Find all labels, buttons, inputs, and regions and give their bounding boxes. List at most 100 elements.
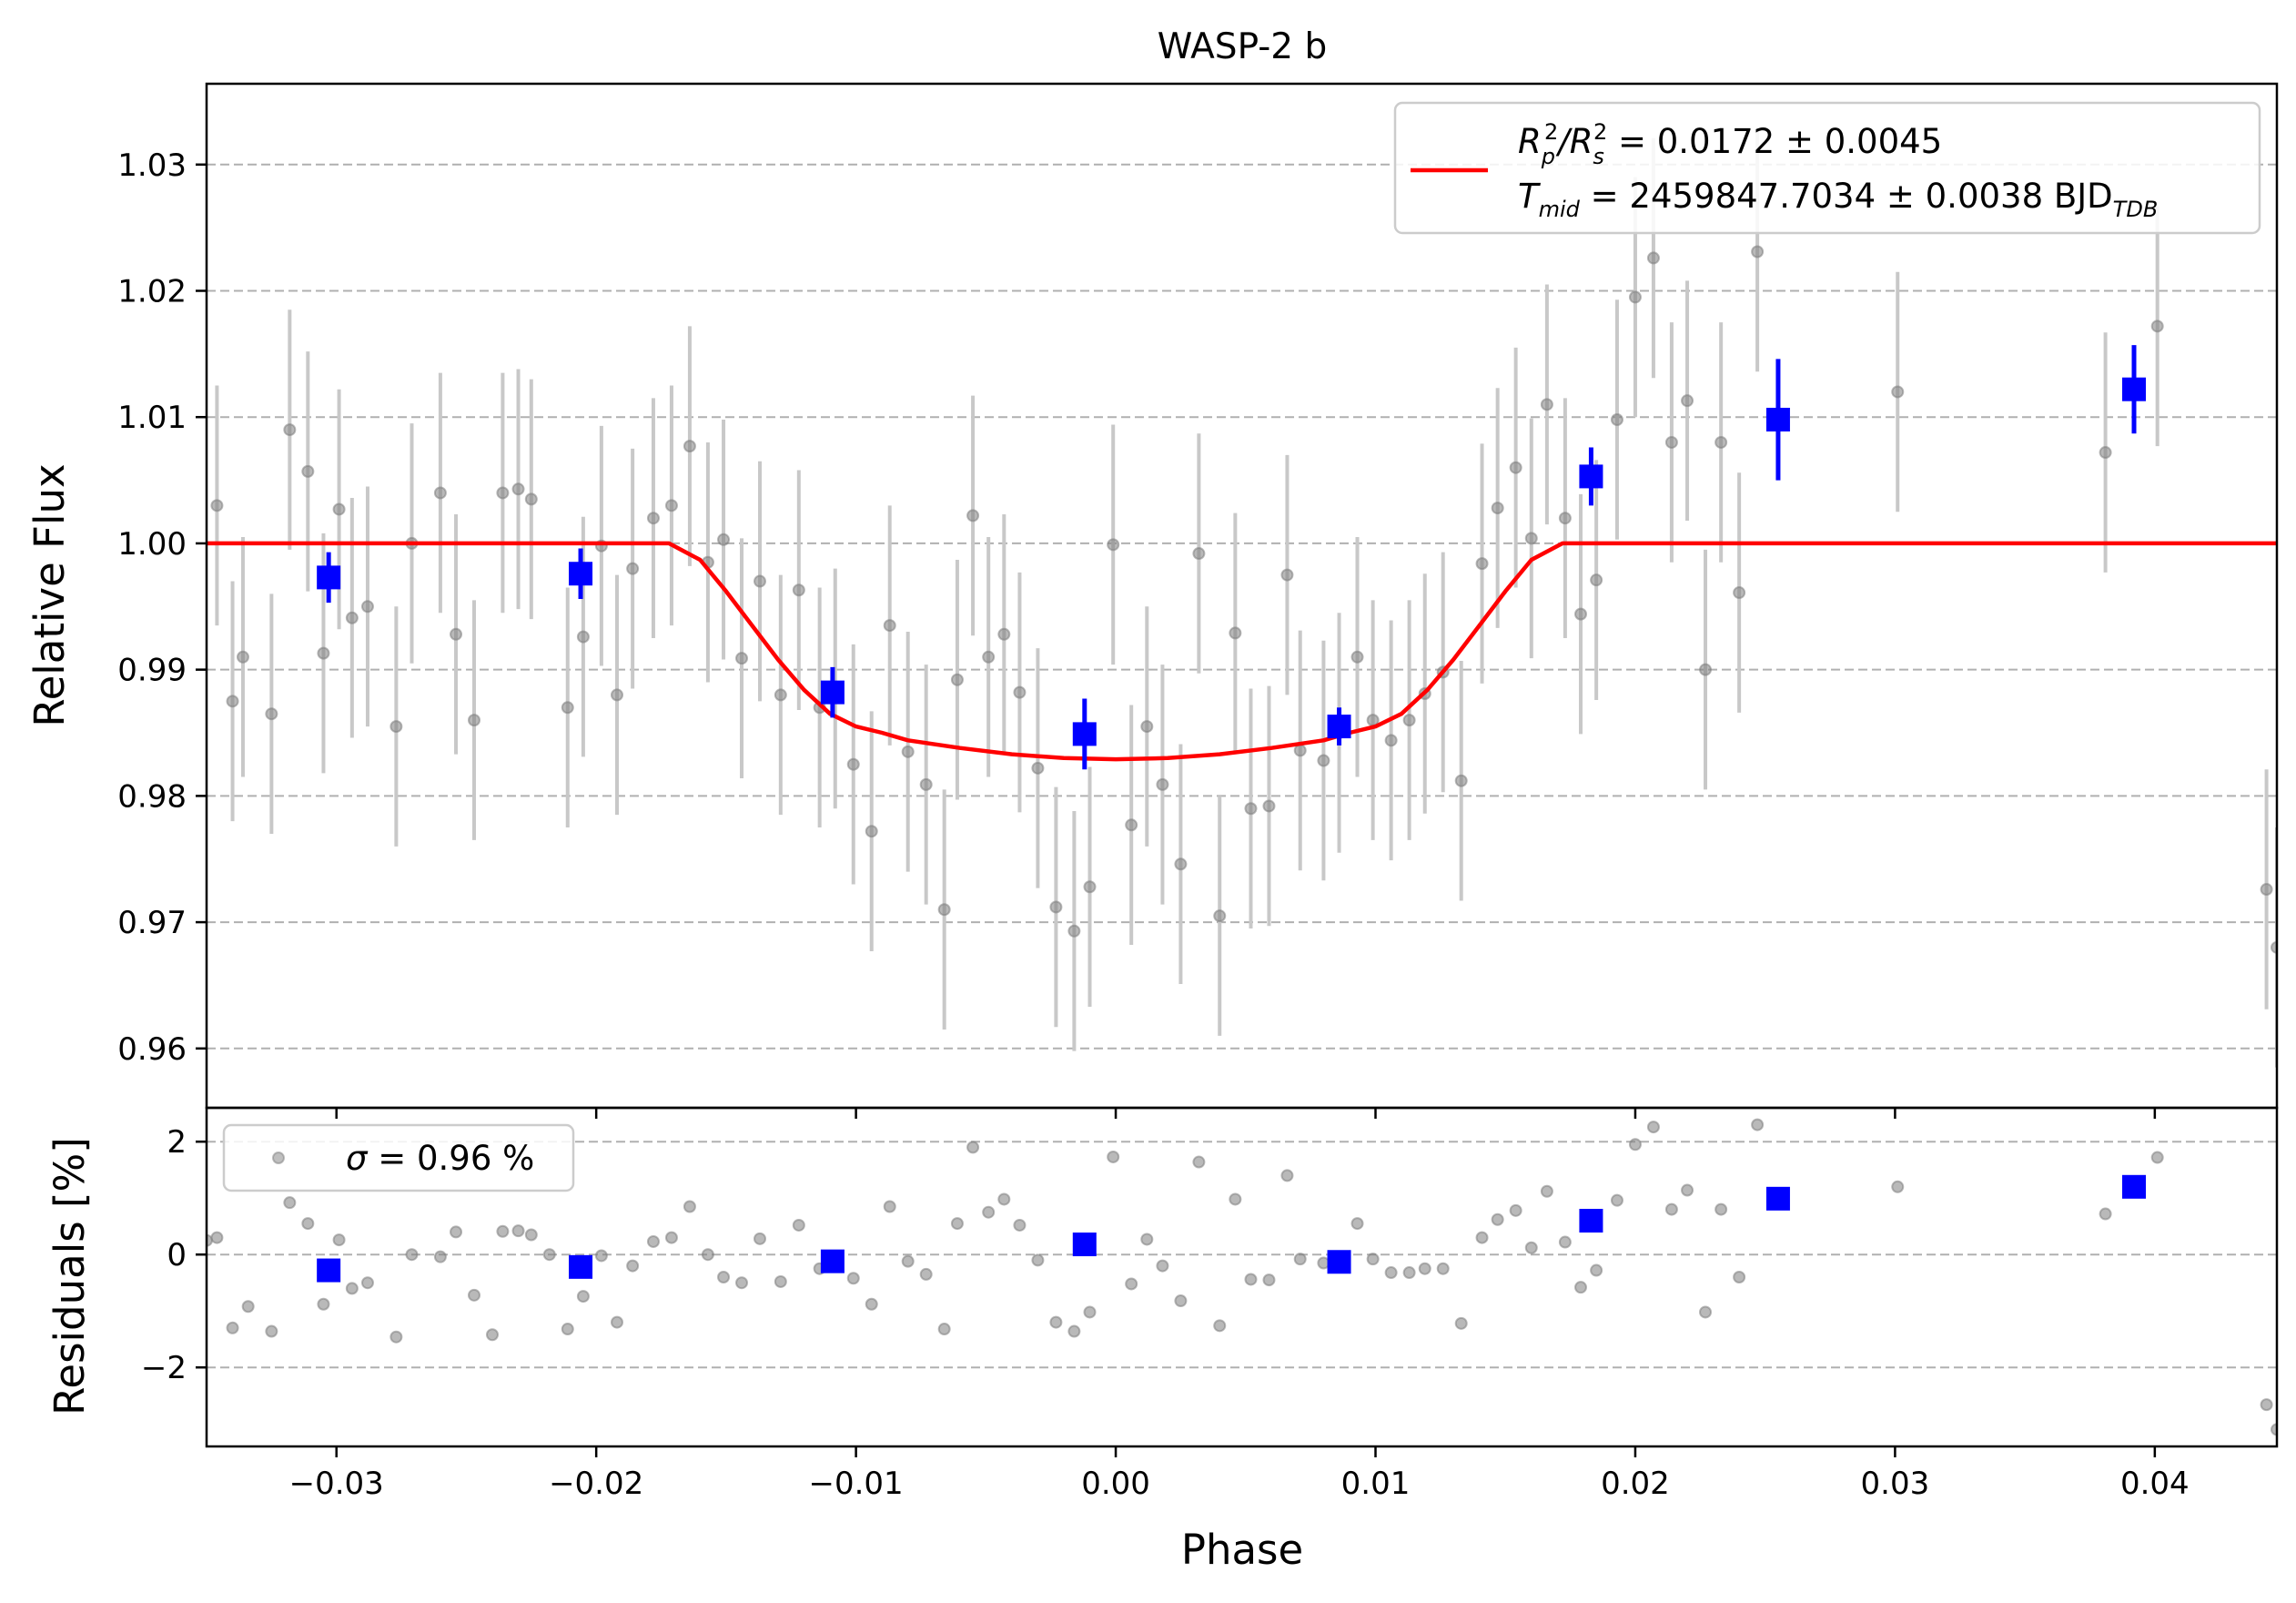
residual-raw-point — [1366, 1253, 1380, 1266]
raw-point — [1610, 412, 1623, 426]
sigma-legend-box — [222, 1123, 575, 1192]
light-curve-panel: 0.96 0.97 0.98 0.99 1.00 1.01 1.02 1.03 Relativ… — [25, 82, 2279, 1110]
legend-tmid-value: = 2459847.7034 ± 0.0038 BJD — [1580, 177, 2113, 216]
raw-point — [611, 688, 624, 702]
residual-raw-point — [2099, 1207, 2112, 1221]
raw-point — [683, 440, 696, 453]
residual-raw-point — [1491, 1212, 1504, 1226]
raw-point — [561, 701, 574, 715]
residual-raw-point — [846, 1272, 860, 1285]
raw-point — [1402, 714, 1416, 727]
raw-point — [937, 903, 951, 917]
residual-raw-point — [1714, 1202, 1728, 1216]
residual-raw-point — [792, 1218, 805, 1232]
residual-raw-point — [1280, 1169, 1294, 1182]
phase-x-tick-label: 0.04 — [2120, 1466, 2190, 1502]
phase-x-tick-label: 0.01 — [1341, 1466, 1411, 1502]
light-curve-y-tick-label: 1.00 — [117, 526, 187, 563]
raw-point — [1067, 924, 1081, 938]
residual-raw-point — [542, 1248, 556, 1262]
fit-legend-box — [1393, 101, 2261, 235]
residual-raw-point — [664, 1231, 678, 1244]
light-curve-y-tick-label: 0.99 — [117, 653, 187, 689]
residual-raw-point — [283, 1196, 297, 1210]
raw-point — [664, 499, 678, 512]
residual-raw-point — [1174, 1294, 1188, 1308]
residual-binned-point — [317, 1258, 341, 1283]
raw-point — [1714, 435, 1728, 449]
residual-raw-point — [1083, 1305, 1097, 1319]
fit-legend-line-1: Rp2/Rs2 = 0.0172 ± 0.0045 — [1518, 119, 1942, 169]
raw-point — [950, 673, 964, 686]
legend-bjd-subscript: TDB — [2113, 197, 2159, 222]
raw-point — [2099, 446, 2112, 460]
sigma-legend: σ = 0.96 % — [222, 1123, 575, 1192]
raw-point — [1031, 761, 1045, 775]
residual-raw-point — [982, 1205, 996, 1219]
residual-raw-point — [1107, 1150, 1120, 1163]
residual-raw-point — [1031, 1253, 1045, 1267]
phase-x-ticks: −0.03 −0.02 −0.01 0.00 0.01 0.02 0.03 0.04 — [289, 1108, 2190, 1502]
raw-point — [1013, 685, 1027, 699]
raw-points — [210, 245, 2277, 954]
raw-point — [345, 611, 359, 624]
residual-raw-point — [265, 1324, 278, 1338]
raw-point — [511, 482, 525, 496]
raw-point — [433, 486, 447, 500]
residual-raw-point — [496, 1224, 510, 1238]
raw-point — [450, 627, 463, 641]
raw-point — [1262, 799, 1276, 813]
residual-raw-point — [611, 1315, 624, 1329]
raw-point — [1350, 650, 1364, 664]
residual-binned-point — [569, 1254, 593, 1279]
residual-raw-point — [576, 1290, 590, 1304]
residual-binned-point — [1579, 1209, 1603, 1233]
light-curve-y-tick-label: 1.03 — [117, 147, 187, 184]
binned-point — [569, 562, 593, 586]
raw-point — [1681, 394, 1694, 408]
residual-raw-point — [1733, 1271, 1746, 1283]
legend-rp-symbol: R — [1518, 122, 1542, 161]
raw-point — [2260, 883, 2273, 897]
legend-rs-superscript: 2 — [1593, 119, 1607, 145]
residual-raw-point — [1454, 1316, 1468, 1330]
residual-raw-points — [207, 1118, 2277, 1436]
residual-binned-point — [2122, 1174, 2147, 1199]
residual-raw-point — [646, 1234, 660, 1248]
residual-raw-point — [717, 1271, 731, 1283]
sigma-value: = 0.96 % — [367, 1139, 534, 1178]
raw-point — [1524, 532, 1538, 545]
light-curve-y-tick-label: 0.97 — [117, 905, 187, 941]
raw-point — [1107, 538, 1120, 552]
residual-raw-point — [919, 1267, 933, 1281]
raw-point — [524, 492, 538, 506]
sigma-symbol: σ — [346, 1139, 369, 1178]
residual-raw-point — [450, 1225, 463, 1239]
raw-point — [468, 714, 481, 727]
raw-point — [717, 533, 731, 546]
phase-x-tick-label: −0.02 — [549, 1466, 643, 1502]
raw-point — [753, 574, 766, 588]
chart-title: WASP-2 b — [1158, 26, 1328, 67]
binned-point — [2122, 377, 2147, 401]
raw-point — [283, 423, 297, 437]
fit-legend-line-2: Tmid = 2459847.7034 ± 0.0038 BJDTDB — [1518, 177, 2158, 222]
raw-point — [226, 695, 239, 708]
residual-raw-point — [950, 1217, 964, 1231]
residual-raw-point — [701, 1248, 714, 1262]
raw-point — [496, 486, 510, 500]
legend-rs-subscript: s — [1593, 144, 1604, 169]
residual-raw-point — [226, 1321, 239, 1334]
residuals-plot-area — [207, 1118, 2277, 1436]
raw-point — [735, 652, 749, 665]
residual-raw-point — [865, 1297, 878, 1311]
residuals-y-ticks: −2 0 2 — [141, 1124, 207, 1386]
raw-point — [1574, 607, 1588, 621]
raw-point — [1174, 857, 1188, 871]
binned-point — [1579, 464, 1603, 489]
raw-point — [792, 583, 805, 597]
legend-rp-subscript: p — [1541, 144, 1555, 169]
residuals-panel: −2 0 2 −0.03 −0.02 −0.01 0.00 0.01 0.02 0.03 0.04… — [46, 1106, 2279, 1574]
residual-raw-point — [1610, 1193, 1623, 1207]
